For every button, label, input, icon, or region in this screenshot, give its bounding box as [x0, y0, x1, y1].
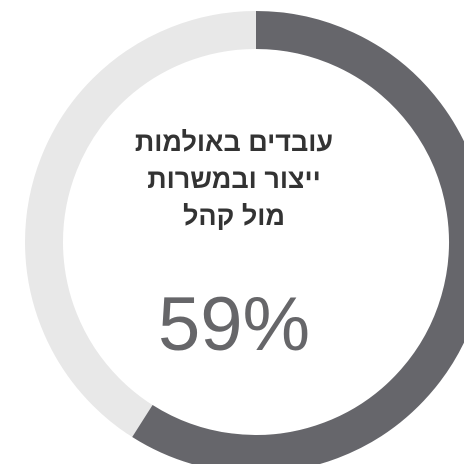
percentage-value: 59% — [157, 282, 311, 367]
center-label-line-1: עובדים באולמות — [134, 127, 334, 157]
donut-value-slice — [132, 11, 464, 464]
donut-center-label: עובדים באולמות ייצור ובמשרות מול קהל — [116, 124, 352, 235]
center-label-line-2: ייצור ובמשרות — [147, 164, 321, 194]
center-label-line-3: מול קהל — [182, 201, 286, 231]
